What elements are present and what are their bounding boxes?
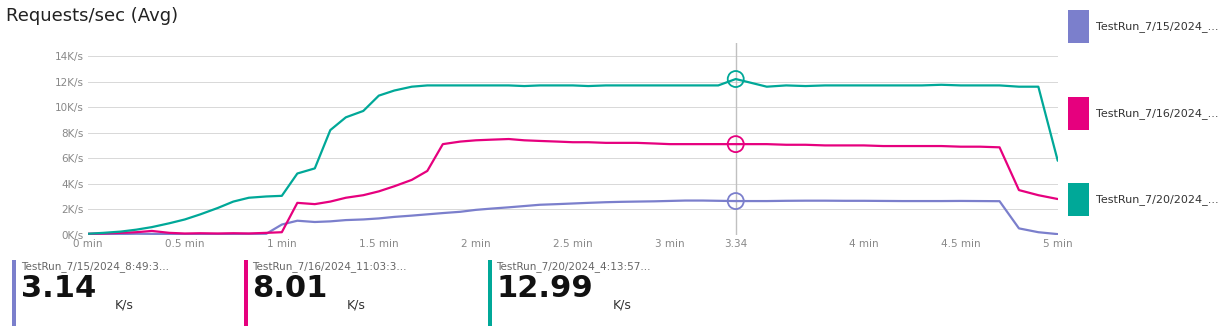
Text: TestRun_7/16/2024_...: TestRun_7/16/2024_... — [1096, 108, 1218, 119]
Text: K/s: K/s — [612, 298, 631, 311]
Text: K/s: K/s — [115, 298, 133, 311]
Text: TestRun_7/15/2024_8:49:3...: TestRun_7/15/2024_8:49:3... — [21, 261, 168, 272]
Text: TestRun_7/15/2024_...: TestRun_7/15/2024_... — [1096, 21, 1218, 32]
Text: K/s: K/s — [346, 298, 365, 311]
Text: 12.99: 12.99 — [497, 273, 593, 303]
Text: TestRun_7/20/2024_...: TestRun_7/20/2024_... — [1096, 194, 1219, 205]
Text: TestRun_7/20/2024_4:13:57...: TestRun_7/20/2024_4:13:57... — [497, 261, 651, 272]
Text: Requests/sec (Avg): Requests/sec (Avg) — [6, 7, 178, 25]
Text: 3.14: 3.14 — [21, 273, 96, 303]
Text: TestRun_7/16/2024_11:03:3...: TestRun_7/16/2024_11:03:3... — [253, 261, 407, 272]
Text: 8.01: 8.01 — [253, 273, 328, 303]
